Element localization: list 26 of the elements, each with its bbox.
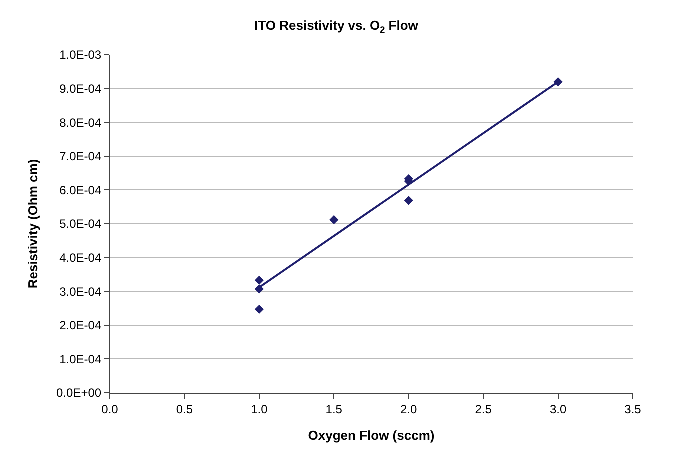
- y-axis-title: Resistivity (Ohm cm): [26, 159, 41, 289]
- x-tick-label: 2.5: [475, 402, 492, 416]
- y-tick-label: 2.0E-04: [60, 318, 102, 333]
- point: [254, 276, 264, 285]
- x-tick-label: 3.0: [550, 402, 567, 416]
- y-tick-label: 4.0E-04: [60, 251, 102, 265]
- y-tick-label: 5.0E-04: [60, 217, 102, 232]
- x-axis-title: Oxygen Flow (sccm): [308, 428, 435, 443]
- x-tick-label: 0.0: [102, 402, 119, 416]
- x-tick-label: 1.5: [326, 402, 343, 416]
- x-tick-label: 2.0: [400, 402, 418, 416]
- x-tick-label: 0.5: [176, 402, 194, 416]
- point: [404, 196, 414, 206]
- x-tick-label: 3.5: [624, 402, 642, 416]
- y-tick-label: 8.0E-04: [60, 116, 102, 130]
- chart-title: ITO Resistivity vs. O$_{2}$ Flow: [254, 18, 420, 35]
- y-tick-label: 1.0E-03: [60, 48, 102, 62]
- point: [254, 304, 264, 314]
- y-tick-label: 7.0E-04: [60, 150, 102, 164]
- y-tick-label: 9.0E-04: [60, 82, 102, 96]
- y-tick-label: 0.0E+00: [56, 386, 102, 400]
- y-tick-label: 1.0E-04: [60, 352, 102, 366]
- point: [330, 215, 339, 224]
- x-tick-label: 1.0: [251, 402, 268, 416]
- y-tick-label: 3.0E-04: [60, 284, 102, 299]
- y-tick-label: 6.0E-04: [60, 183, 102, 198]
